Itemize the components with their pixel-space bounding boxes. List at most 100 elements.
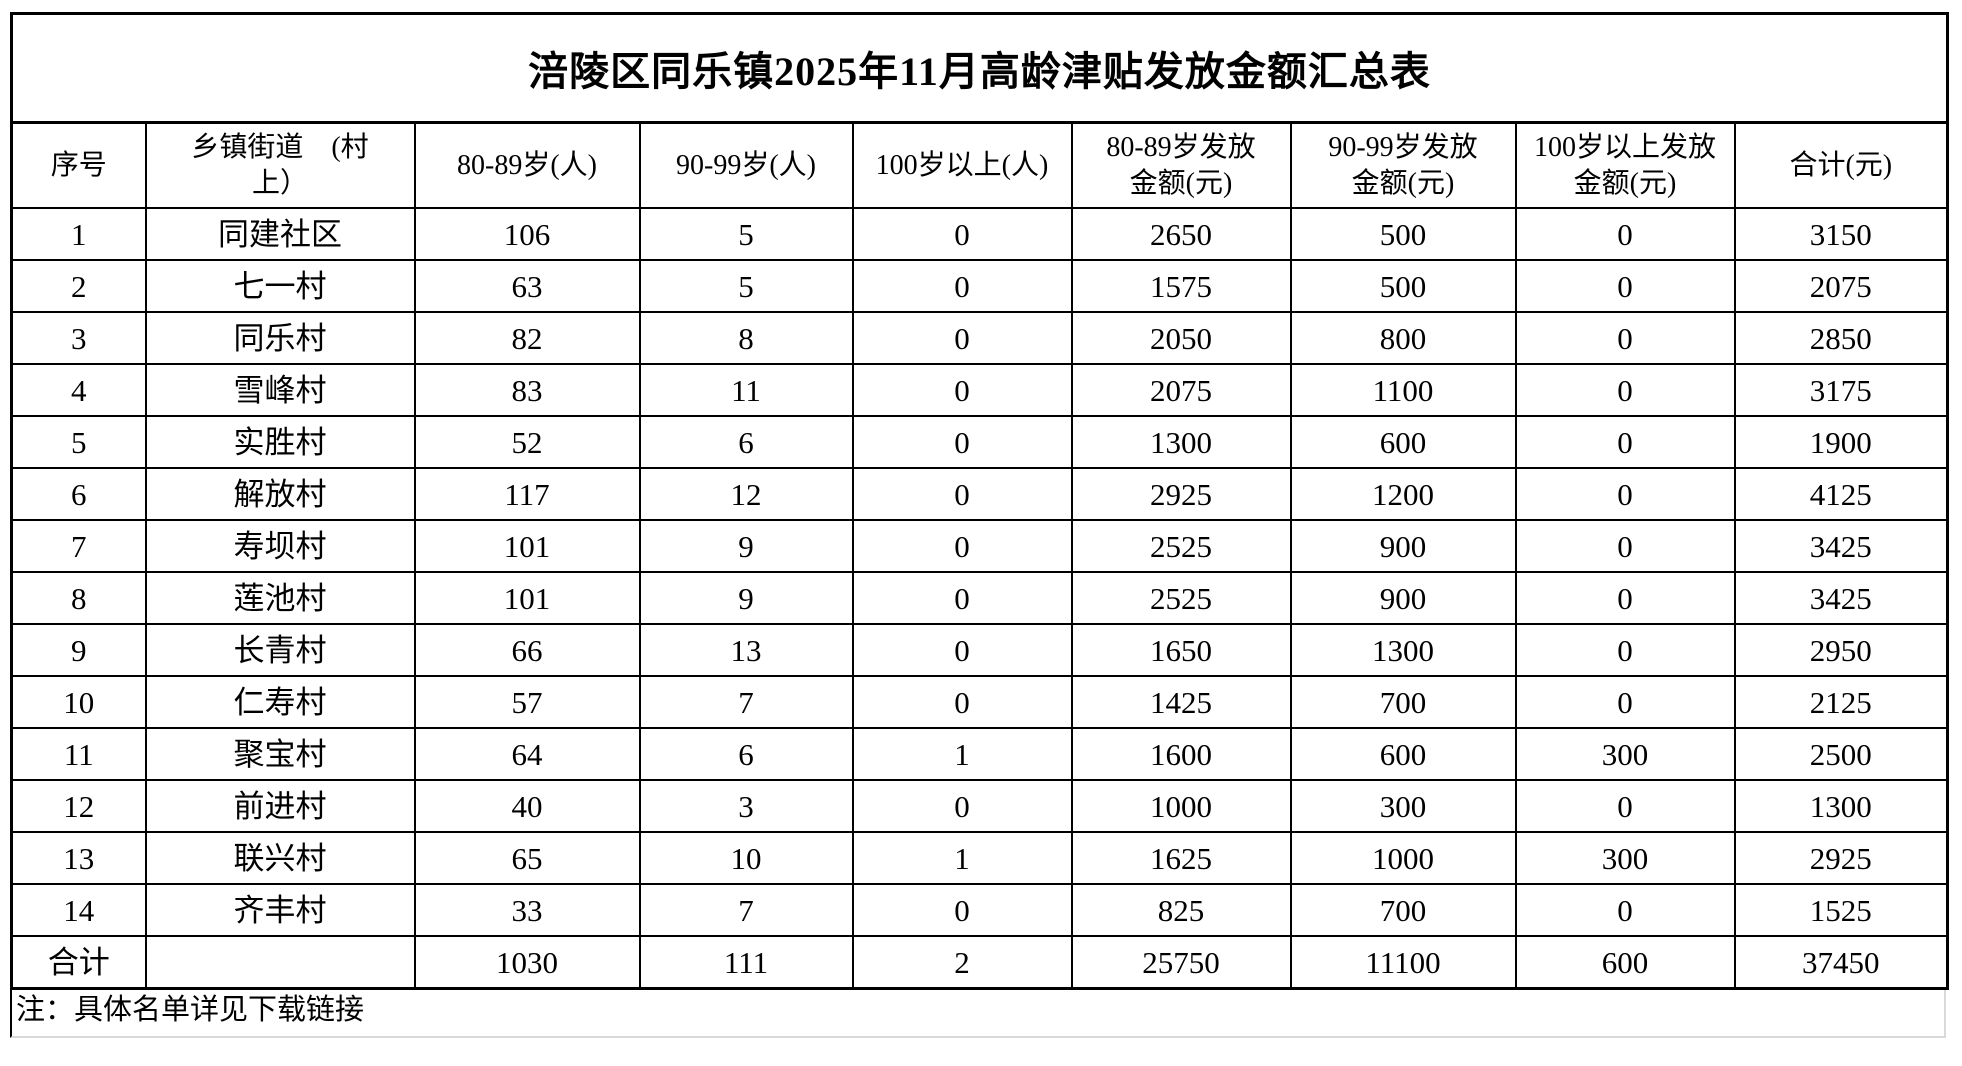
value-cell: 300 xyxy=(1289,779,1517,833)
value-cell: 9 xyxy=(638,519,854,573)
value-cell: 0 xyxy=(1514,363,1736,417)
value-cell: 900 xyxy=(1289,519,1517,573)
value-cell: 2925 xyxy=(1070,467,1292,521)
value-cell: 1425 xyxy=(1070,675,1292,729)
page-title: 涪陵区同乐镇2025年11月高龄津贴发放金额汇总表 xyxy=(10,12,1949,124)
value-cell: 1600 xyxy=(1070,727,1292,781)
value-cell: 57 xyxy=(413,675,641,729)
table-title-row: 涪陵区同乐镇2025年11月高龄津贴发放金额汇总表 xyxy=(10,12,1949,124)
value-cell: 0 xyxy=(1514,623,1736,677)
value-cell: 300 xyxy=(1514,831,1736,885)
village-name-cell: 雪峰村 xyxy=(144,363,416,417)
value-cell: 500 xyxy=(1289,259,1517,313)
village-name-cell: 齐丰村 xyxy=(144,883,416,937)
value-cell: 1 xyxy=(10,207,147,261)
table-row: 2 七一村 63 5 0 1575 500 0 2075 xyxy=(10,259,1949,313)
column-header-1: 乡镇街道 (村 上） xyxy=(144,121,416,209)
table-row: 3 同乐村 82 8 0 2050 800 0 2850 xyxy=(10,311,1949,365)
value-cell: 500 xyxy=(1289,207,1517,261)
column-header-4: 100岁以上(人) xyxy=(851,121,1073,209)
value-cell: 4125 xyxy=(1733,467,1949,521)
column-header-8: 合计(元) xyxy=(1733,121,1949,209)
total-value-cell: 25750 xyxy=(1070,935,1292,990)
village-name-cell: 联兴村 xyxy=(144,831,416,885)
value-cell: 1900 xyxy=(1733,415,1949,469)
table-total-row: 合计 1030 111 2 25750 11100 600 37450 xyxy=(10,935,1949,990)
value-cell: 64 xyxy=(413,727,641,781)
value-cell: 117 xyxy=(413,467,641,521)
total-value-cell: 11100 xyxy=(1289,935,1517,990)
value-cell: 700 xyxy=(1289,675,1517,729)
value-cell: 8 xyxy=(638,311,854,365)
value-cell: 2650 xyxy=(1070,207,1292,261)
column-header-2: 80-89岁(人) xyxy=(413,121,641,209)
village-name-cell: 仁寿村 xyxy=(144,675,416,729)
value-cell: 0 xyxy=(851,311,1073,365)
value-cell: 4 xyxy=(10,363,147,417)
value-cell: 52 xyxy=(413,415,641,469)
value-cell: 3150 xyxy=(1733,207,1949,261)
value-cell: 1000 xyxy=(1289,831,1517,885)
value-cell: 10 xyxy=(638,831,854,885)
value-cell: 106 xyxy=(413,207,641,261)
value-cell: 40 xyxy=(413,779,641,833)
value-cell: 0 xyxy=(1514,415,1736,469)
village-name-cell: 实胜村 xyxy=(144,415,416,469)
value-cell: 11 xyxy=(638,363,854,417)
value-cell: 13 xyxy=(638,623,854,677)
total-value-cell: 600 xyxy=(1514,935,1736,990)
value-cell: 0 xyxy=(851,623,1073,677)
value-cell: 9 xyxy=(10,623,147,677)
value-cell: 12 xyxy=(10,779,147,833)
value-cell: 1575 xyxy=(1070,259,1292,313)
value-cell: 0 xyxy=(1514,311,1736,365)
value-cell: 0 xyxy=(851,519,1073,573)
value-cell: 0 xyxy=(851,415,1073,469)
value-cell: 63 xyxy=(413,259,641,313)
village-name-cell: 前进村 xyxy=(144,779,416,833)
value-cell: 1100 xyxy=(1289,363,1517,417)
value-cell: 825 xyxy=(1070,883,1292,937)
value-cell: 1525 xyxy=(1733,883,1949,937)
value-cell: 1200 xyxy=(1289,467,1517,521)
total-label-cell: 合计 xyxy=(10,935,147,990)
value-cell: 66 xyxy=(413,623,641,677)
table-row: 10 仁寿村 57 7 0 1425 700 0 2125 xyxy=(10,675,1949,729)
total-value-cell: 1030 xyxy=(413,935,641,990)
value-cell: 600 xyxy=(1289,415,1517,469)
value-cell: 0 xyxy=(851,675,1073,729)
value-cell: 0 xyxy=(1514,519,1736,573)
table-row: 1 同建社区 106 5 0 2650 500 0 3150 xyxy=(10,207,1949,261)
table-row: 11 聚宝村 64 6 1 1600 600 300 2500 xyxy=(10,727,1949,781)
value-cell: 0 xyxy=(1514,467,1736,521)
value-cell: 7 xyxy=(638,675,854,729)
value-cell: 0 xyxy=(1514,675,1736,729)
village-name-cell: 同乐村 xyxy=(144,311,416,365)
table-row: 9 长青村 66 13 0 1650 1300 0 2950 xyxy=(10,623,1949,677)
footnote: 注：具体名单详见下载链接 xyxy=(10,990,1946,1038)
village-name-cell: 寿坝村 xyxy=(144,519,416,573)
value-cell: 0 xyxy=(851,571,1073,625)
value-cell: 0 xyxy=(1514,207,1736,261)
table-row: 6 解放村 117 12 0 2925 1200 0 4125 xyxy=(10,467,1949,521)
value-cell: 2525 xyxy=(1070,571,1292,625)
value-cell: 1 xyxy=(851,727,1073,781)
value-cell: 6 xyxy=(638,415,854,469)
value-cell: 1300 xyxy=(1070,415,1292,469)
value-cell: 6 xyxy=(10,467,147,521)
table-row: 7 寿坝村 101 9 0 2525 900 0 3425 xyxy=(10,519,1949,573)
value-cell: 2075 xyxy=(1070,363,1292,417)
value-cell: 7 xyxy=(10,519,147,573)
table-row: 12 前进村 40 3 0 1000 300 0 1300 xyxy=(10,779,1949,833)
value-cell: 300 xyxy=(1514,727,1736,781)
value-cell: 600 xyxy=(1289,727,1517,781)
value-cell: 700 xyxy=(1289,883,1517,937)
value-cell: 83 xyxy=(413,363,641,417)
value-cell: 800 xyxy=(1289,311,1517,365)
value-cell: 900 xyxy=(1289,571,1517,625)
total-value-cell: 37450 xyxy=(1733,935,1949,990)
column-header-7: 100岁以上发放 金额(元) xyxy=(1514,121,1736,209)
table-row: 5 实胜村 52 6 0 1300 600 0 1900 xyxy=(10,415,1949,469)
table-row: 13 联兴村 65 10 1 1625 1000 300 2925 xyxy=(10,831,1949,885)
value-cell: 12 xyxy=(638,467,854,521)
